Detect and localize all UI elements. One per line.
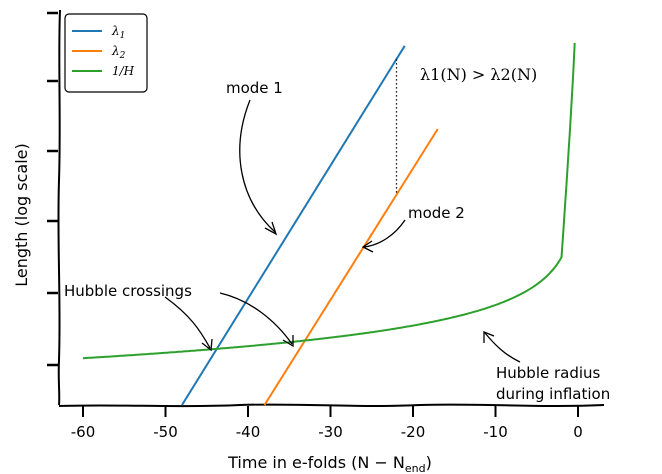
legend-label: 1/H — [112, 64, 135, 78]
hubble-radius-arrowhead — [483, 331, 495, 343]
x-tick-label: -50 — [153, 423, 178, 441]
inequality-label: λ1(N) > λ2(N) — [420, 65, 537, 84]
legend-label-main: λ — [111, 24, 120, 38]
series-group — [82, 42, 576, 406]
series-line-2 — [263, 128, 439, 406]
annotation-arrows — [164, 99, 521, 363]
series-line-1 — [181, 45, 406, 406]
series-line-1H — [82, 42, 576, 360]
hubble-radius-arrow — [484, 332, 521, 363]
x-axis-label-close: ) — [426, 453, 432, 472]
legend-label: λ1 — [111, 24, 125, 41]
legend-label-sub: 2 — [119, 51, 126, 61]
x-tick-label: -20 — [401, 423, 426, 441]
hubble-crossing-arrow-1-head — [201, 338, 213, 352]
axes: -60 -50 -40 -30 -20 -10 0 — [47, 9, 605, 441]
x-tick-label: -60 — [71, 423, 96, 441]
legend-label: λ2 — [111, 44, 126, 61]
hubble-radius-label-line1: Hubble radius — [496, 364, 601, 382]
mode2-arrow — [363, 219, 406, 248]
y-axis-line — [57, 9, 61, 406]
x-axis-label: Time in e-folds (N − Nend) — [227, 453, 432, 474]
x-tick-label: 0 — [573, 423, 583, 441]
mode1-arrow — [239, 99, 276, 233]
x-tick-label: -10 — [483, 423, 508, 441]
hubble-crossing-arrow-2-head — [282, 335, 294, 348]
mode2-arrowhead — [361, 240, 374, 253]
x-axis-label-sub: end — [405, 462, 426, 474]
mode1-label: mode 1 — [226, 79, 283, 97]
x-ticks: -60 -50 -40 -30 -20 -10 0 — [71, 406, 583, 441]
x-tick-label: -40 — [236, 423, 261, 441]
hubble-crossing-arrow-1 — [164, 296, 211, 349]
legend-label-main: 1/H — [112, 64, 135, 78]
x-tick-label: -30 — [318, 423, 343, 441]
x-axis-line — [58, 403, 605, 408]
hubble-crossings-label: Hubble crossings — [64, 282, 192, 300]
mode1-arrowhead — [264, 221, 278, 236]
legend-box — [64, 13, 148, 93]
y-axis-label: Length (log scale) — [12, 143, 31, 286]
legend-label-main: λ — [111, 44, 120, 58]
x-axis-label-main: Time in e-folds (N − N — [227, 453, 405, 472]
y-ticks — [47, 11, 58, 367]
hubble-radius-label-line2: during inflation — [496, 385, 610, 403]
mode2-label: mode 2 — [408, 204, 465, 222]
legend-label-sub: 1 — [120, 31, 126, 41]
hubble-crossing-arrow-2 — [219, 292, 293, 345]
